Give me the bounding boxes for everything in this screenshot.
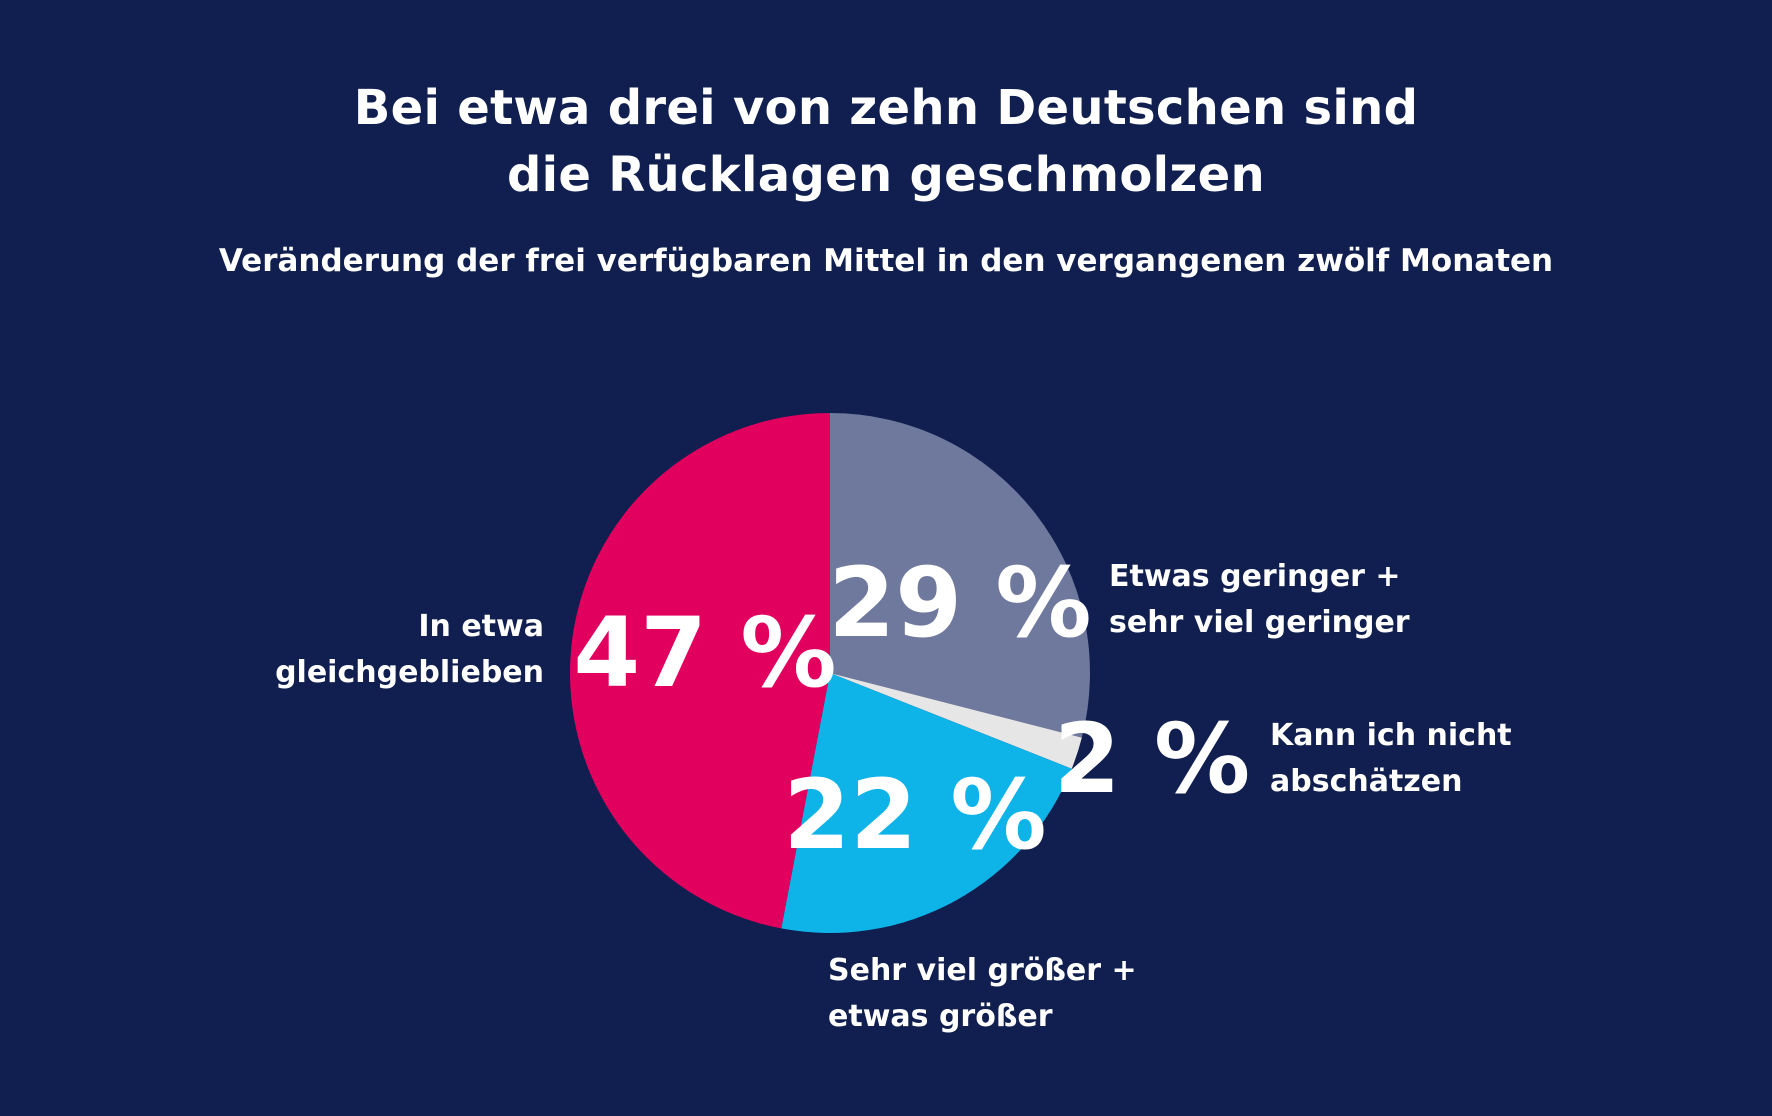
pie-percent-labels: 29 % 2 % 22 % 47 % [573,547,1250,871]
category-label-line: abschätzen [1270,764,1463,799]
category-label-line: Kann ich nicht [1270,718,1512,753]
pie-slice-gleichgeblieben [569,413,830,929]
category-label-line: Sehr viel größer + [828,953,1137,988]
pie-slice-nicht-abschaetzen [830,673,1082,769]
pct-label-groesser: 22 % [783,759,1046,871]
category-label-groesser: Sehr viel größer + etwas größer [828,948,1137,1040]
pct-label-nicht-abschaetzen: 2 % [1054,703,1250,815]
category-label-gleichgeblieben: In etwa gleichgeblieben [275,604,544,696]
chart-subtitle: Veränderung der frei verfügbaren Mittel … [218,243,1554,279]
pie-slices [569,413,1090,934]
pct-label-geringer: 29 % [828,547,1091,659]
pie-slice-geringer [830,413,1090,738]
category-label-line: gleichgeblieben [275,655,544,690]
category-label-line: In etwa [418,609,544,644]
pct-label-gleichgeblieben: 47 % [573,597,836,709]
pie-slice-groesser [781,673,1072,934]
category-label-line: sehr viel geringer [1109,605,1410,640]
category-label-geringer: Etwas geringer + sehr viel geringer [1109,554,1410,646]
category-label-line: etwas größer [828,999,1053,1034]
category-label-nicht-abschaetzen: Kann ich nicht abschätzen [1270,713,1512,805]
chart-title-line-2: die Rücklagen geschmolzen [507,147,1265,203]
category-label-line: Etwas geringer + [1109,559,1401,594]
chart-title-line-1: Bei etwa drei von zehn Deutschen sind [353,80,1419,136]
